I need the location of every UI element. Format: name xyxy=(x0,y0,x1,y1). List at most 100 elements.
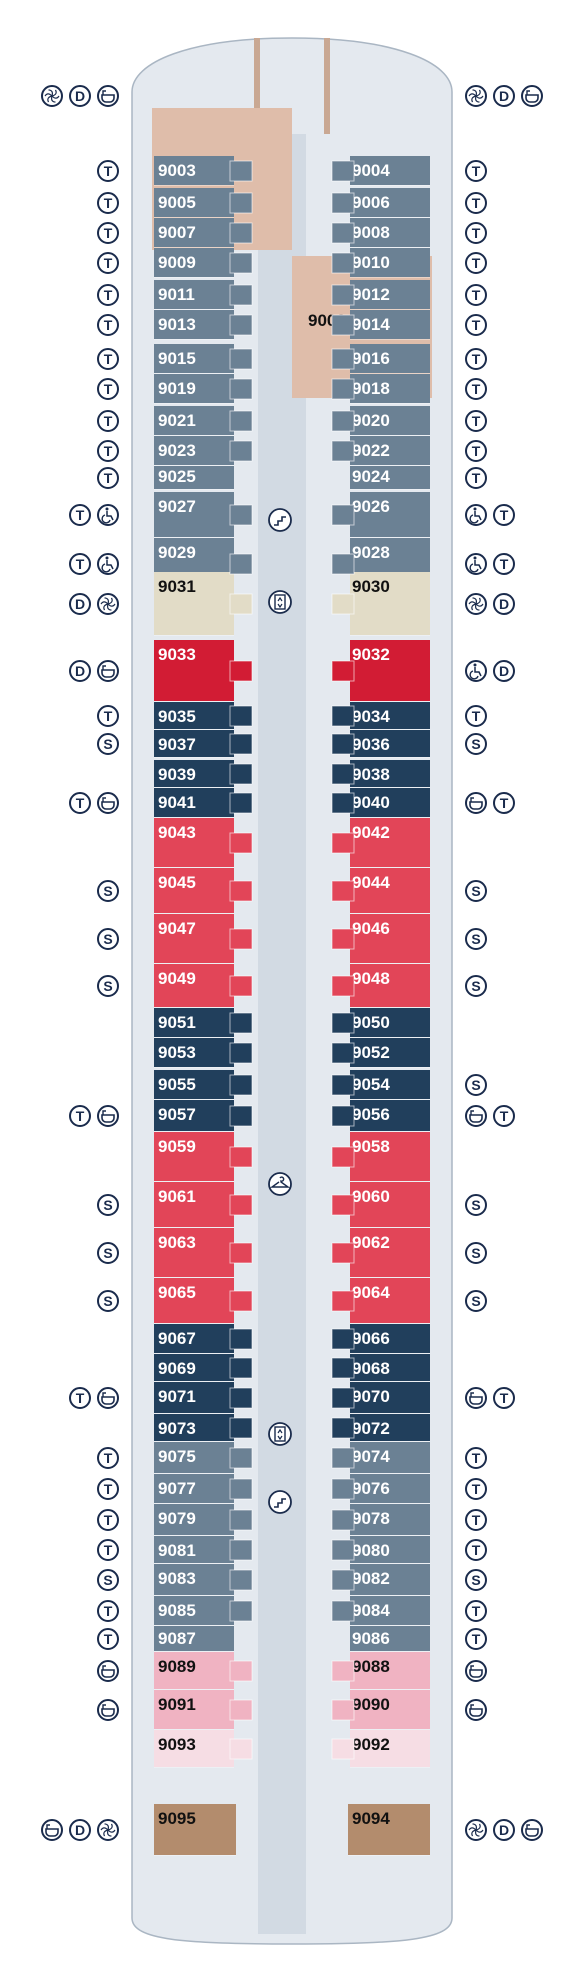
cabin-9075[interactable] xyxy=(154,1442,234,1473)
cabin-9044[interactable] xyxy=(350,868,430,913)
cabin-9093[interactable] xyxy=(154,1730,234,1767)
cabin-9083[interactable] xyxy=(154,1564,234,1595)
cabin-9034[interactable] xyxy=(350,702,430,729)
cabin-9038[interactable] xyxy=(350,760,430,787)
cabin-9065[interactable] xyxy=(154,1278,234,1323)
cabin-9025[interactable] xyxy=(154,466,234,489)
cabin-9022[interactable] xyxy=(350,436,430,465)
cabin-9020[interactable] xyxy=(350,406,430,435)
twin-beds-icon: T xyxy=(493,792,515,814)
cabin-bathroom xyxy=(331,593,355,615)
cabin-9012[interactable] xyxy=(350,280,430,309)
cabin-9008[interactable] xyxy=(350,218,430,247)
cabin-9071[interactable] xyxy=(154,1382,234,1413)
cabin-9063[interactable] xyxy=(154,1228,234,1277)
cabin-9051[interactable] xyxy=(154,1008,234,1037)
cabin-9010[interactable] xyxy=(350,248,430,277)
cabin-9069[interactable] xyxy=(154,1354,234,1381)
cabin-9066[interactable] xyxy=(350,1324,430,1353)
cabin-9055[interactable] xyxy=(154,1070,234,1099)
cabin-9037[interactable] xyxy=(154,730,234,757)
cabin-9052[interactable] xyxy=(350,1038,430,1067)
cabin-9048[interactable] xyxy=(350,964,430,1007)
cabin-9085[interactable] xyxy=(154,1596,234,1625)
cabin-9006[interactable] xyxy=(350,188,430,217)
cabin-9078[interactable] xyxy=(350,1504,430,1535)
cabin-9064[interactable] xyxy=(350,1278,430,1323)
cabin-number: 9045 xyxy=(158,873,196,892)
cabin-9033[interactable] xyxy=(154,640,234,701)
cabin-9019[interactable] xyxy=(154,374,234,403)
cabin-9095[interactable] xyxy=(154,1804,236,1855)
cabin-9081[interactable] xyxy=(154,1536,234,1563)
cabin-9003[interactable] xyxy=(154,156,234,185)
cabin-9060[interactable] xyxy=(350,1182,430,1227)
cabin-9004[interactable] xyxy=(350,156,430,185)
cabin-9061[interactable] xyxy=(154,1182,234,1227)
cabin-9084[interactable] xyxy=(350,1596,430,1625)
cabin-9054[interactable] xyxy=(350,1070,430,1099)
svg-text:T: T xyxy=(76,507,85,523)
cabin-9023[interactable] xyxy=(154,436,234,465)
cabin-9005[interactable] xyxy=(154,188,234,217)
cabin-9087[interactable] xyxy=(154,1626,234,1651)
cabin-9092[interactable] xyxy=(350,1730,430,1767)
cabin-number: 9026 xyxy=(352,497,390,516)
cabin-9016[interactable] xyxy=(350,344,430,373)
cabin-9091[interactable] xyxy=(154,1690,234,1729)
cabin-9013[interactable] xyxy=(154,310,234,339)
cabin-9086[interactable] xyxy=(350,1626,430,1651)
cabin-9068[interactable] xyxy=(350,1354,430,1381)
cabin-9067[interactable] xyxy=(154,1324,234,1353)
cabin-9059[interactable] xyxy=(154,1132,234,1181)
cabin-9072[interactable] xyxy=(350,1414,430,1441)
cabin-9046[interactable] xyxy=(350,914,430,963)
cabin-9035[interactable] xyxy=(154,702,234,729)
cabin-9027[interactable] xyxy=(154,492,234,537)
cabin-9056[interactable] xyxy=(350,1100,430,1131)
cabin-9073[interactable] xyxy=(154,1414,234,1441)
cabin-9088[interactable] xyxy=(350,1652,430,1689)
cabin-9057[interactable] xyxy=(154,1100,234,1131)
cabin-9090[interactable] xyxy=(350,1690,430,1729)
cabin-9007[interactable] xyxy=(154,218,234,247)
cabin-9026[interactable] xyxy=(350,492,430,537)
cabin-9094[interactable] xyxy=(348,1804,430,1855)
cabin-9050[interactable] xyxy=(350,1008,430,1037)
cabin-9089[interactable] xyxy=(154,1652,234,1689)
cabin-9082[interactable] xyxy=(350,1564,430,1595)
cabin-9080[interactable] xyxy=(350,1536,430,1563)
cabin-9018[interactable] xyxy=(350,374,430,403)
cabin-9014[interactable] xyxy=(350,310,430,339)
cabin-9076[interactable] xyxy=(350,1474,430,1503)
cabin-9015[interactable] xyxy=(154,344,234,373)
cabin-9036[interactable] xyxy=(350,730,430,757)
cabin-9030[interactable] xyxy=(350,572,430,635)
cabin-9032[interactable] xyxy=(350,640,430,701)
cabin-9077[interactable] xyxy=(154,1474,234,1503)
cabin-9040[interactable] xyxy=(350,788,430,817)
cabin-9049[interactable] xyxy=(154,964,234,1007)
cabin-9062[interactable] xyxy=(350,1228,430,1277)
cabin-9042[interactable] xyxy=(350,818,430,867)
cabin-9021[interactable] xyxy=(154,406,234,435)
cabin-9043[interactable] xyxy=(154,818,234,867)
cabin-9070[interactable] xyxy=(350,1382,430,1413)
cabin-9031[interactable] xyxy=(154,572,234,635)
cabin-9045[interactable] xyxy=(154,868,234,913)
cabin-9053[interactable] xyxy=(154,1038,234,1067)
cabin-number: 9071 xyxy=(158,1387,196,1406)
stairs-icon xyxy=(268,508,292,532)
cabin-number: 9047 xyxy=(158,919,196,938)
cabin-9058[interactable] xyxy=(350,1132,430,1181)
cabin-number: 9008 xyxy=(352,223,390,242)
cabin-9074[interactable] xyxy=(350,1442,430,1473)
svg-text:T: T xyxy=(104,443,113,459)
cabin-9009[interactable] xyxy=(154,248,234,277)
cabin-9039[interactable] xyxy=(154,760,234,787)
cabin-9024[interactable] xyxy=(350,466,430,489)
cabin-9011[interactable] xyxy=(154,280,234,309)
cabin-9047[interactable] xyxy=(154,914,234,963)
cabin-9041[interactable] xyxy=(154,788,234,817)
cabin-9079[interactable] xyxy=(154,1504,234,1535)
